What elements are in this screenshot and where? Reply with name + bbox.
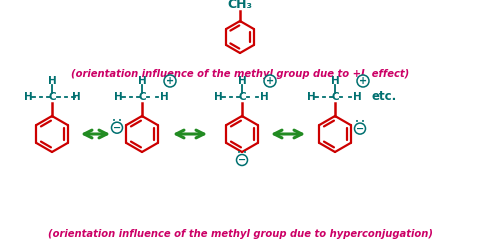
Text: •: • [243,150,247,156]
Text: C: C [48,92,56,102]
Circle shape [357,75,369,87]
Text: +: + [266,76,274,86]
Text: H: H [353,92,361,102]
Text: H: H [24,92,32,102]
Text: (orientation influence of the methyl group due to hyperconjugation): (orientation influence of the methyl gro… [48,229,432,239]
Text: H: H [160,92,168,102]
Circle shape [237,154,248,166]
Circle shape [164,75,176,87]
Text: H: H [214,92,222,102]
Text: H: H [48,76,56,86]
Text: C: C [331,92,339,102]
Text: H: H [260,92,268,102]
Text: etc.: etc. [372,90,397,104]
Circle shape [111,122,122,133]
Text: H: H [72,92,80,102]
Text: H: H [307,92,315,102]
Text: −: − [356,123,364,134]
Text: −: − [113,123,121,133]
Text: H: H [138,76,146,86]
Text: •: • [361,119,365,124]
Text: H: H [114,92,122,102]
Text: H: H [238,76,246,86]
Text: (orientation influence of the methyl group due to +I  effect): (orientation influence of the methyl gro… [71,69,409,79]
Text: +: + [166,76,174,86]
Text: −: − [238,155,246,165]
Text: •: • [112,118,116,124]
Text: •: • [237,150,241,156]
Text: C: C [138,92,146,102]
Circle shape [355,123,365,134]
Text: +: + [359,76,367,86]
Text: •: • [355,119,359,124]
Circle shape [264,75,276,87]
Text: CH₃: CH₃ [228,0,252,12]
Text: C: C [238,92,246,102]
Text: H: H [331,76,339,86]
Text: •: • [118,118,122,124]
